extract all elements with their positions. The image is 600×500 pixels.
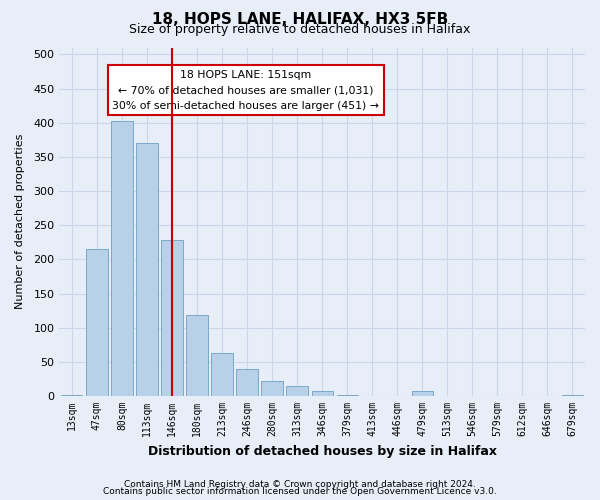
Text: 18, HOPS LANE, HALIFAX, HX3 5FB: 18, HOPS LANE, HALIFAX, HX3 5FB <box>152 12 448 26</box>
Text: Contains HM Land Registry data © Crown copyright and database right 2024.: Contains HM Land Registry data © Crown c… <box>124 480 476 489</box>
Bar <box>136 143 158 396</box>
Bar <box>111 120 133 396</box>
Bar <box>161 240 182 396</box>
Bar <box>311 392 333 396</box>
Bar <box>412 392 433 396</box>
Bar <box>286 386 308 396</box>
X-axis label: Distribution of detached houses by size in Halifax: Distribution of detached houses by size … <box>148 444 497 458</box>
Bar <box>86 249 107 396</box>
Y-axis label: Number of detached properties: Number of detached properties <box>15 134 25 310</box>
Bar <box>562 394 583 396</box>
Bar <box>61 394 82 396</box>
Bar <box>187 314 208 396</box>
Text: Size of property relative to detached houses in Halifax: Size of property relative to detached ho… <box>130 22 470 36</box>
Text: Contains public sector information licensed under the Open Government Licence v3: Contains public sector information licen… <box>103 487 497 496</box>
Bar <box>262 381 283 396</box>
Bar <box>211 353 233 396</box>
Bar <box>236 370 258 396</box>
Text: 18 HOPS LANE: 151sqm
← 70% of detached houses are smaller (1,031)
30% of semi-de: 18 HOPS LANE: 151sqm ← 70% of detached h… <box>112 70 379 110</box>
